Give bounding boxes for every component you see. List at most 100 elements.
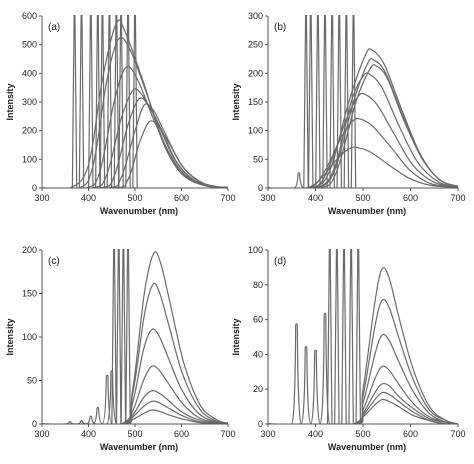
x-tick-label-d-500: 500	[355, 429, 370, 439]
series-d-7	[268, 398, 458, 424]
y-axis-label-d: Intensity	[231, 318, 241, 355]
panel-d: 0 20 40 60 80 100 300 400 500 600 700 Wavenumber (n…	[231, 245, 466, 452]
y-tick-label-d-40: 40	[253, 349, 263, 359]
series-a-7	[42, 120, 228, 188]
series-b-3	[268, 64, 458, 188]
y-tick-label-a-600: 600	[22, 11, 37, 21]
x-tick-label-d-300: 300	[260, 429, 275, 439]
series-c-7	[42, 409, 228, 424]
excitation-line-c-455	[111, 249, 117, 424]
x-tick-label-d-700: 700	[450, 429, 465, 439]
y-tick-label-b-100: 100	[248, 126, 263, 136]
x-tick-label-d-400: 400	[308, 429, 323, 439]
scatter-peak-c-385	[76, 419, 87, 424]
y-tick-label-b-300: 300	[248, 11, 263, 21]
plot-area-b	[268, 15, 458, 188]
panel-c: 0 50 100 150 200 300 400 500 600 700 Wavenumber (n…	[5, 245, 236, 452]
series-a-2	[42, 36, 228, 188]
x-axis-label-d: Wavenumber (nm)	[328, 442, 406, 452]
scatter-peak-c-450	[106, 370, 118, 424]
excitation-line-d-430	[326, 249, 333, 424]
excitation-line-c-485	[125, 249, 131, 424]
excitation-line-b-390	[307, 15, 314, 188]
y-tick-label-b-50: 50	[253, 154, 263, 164]
y-tick-label-b-250: 250	[248, 40, 263, 50]
x-axis-label-c: Wavenumber (nm)	[100, 442, 178, 452]
excitation-line-d-490	[355, 249, 362, 424]
x-tick-label-a-600: 600	[174, 193, 189, 203]
y-tick-label-a-500: 500	[22, 40, 37, 50]
y-tick-label-b-150: 150	[248, 97, 263, 107]
y-tick-label-b-200: 200	[248, 68, 263, 78]
plot-area-a	[42, 15, 228, 188]
excitation-line-b-450	[336, 15, 343, 188]
series-b-1	[268, 48, 458, 188]
y-axis-label-c: Intensity	[5, 318, 15, 355]
x-tick-label-a-700: 700	[220, 193, 235, 203]
panel-label-b: (b)	[274, 22, 286, 33]
excitation-line-a-370	[71, 15, 78, 188]
plot-area-c	[42, 249, 228, 424]
y-axis-label-b: Intensity	[231, 83, 241, 120]
y-tick-label-b-0: 0	[258, 183, 263, 193]
series-b-7	[268, 146, 458, 188]
series-a-4	[42, 88, 228, 188]
series-c-5	[42, 390, 228, 424]
excitation-line-b-405	[315, 15, 321, 188]
series-a-3	[42, 65, 228, 188]
scatter-peak-b-365	[293, 172, 305, 188]
x-tick-label-b-700: 700	[450, 193, 465, 203]
x-tick-label-c-300: 300	[34, 429, 49, 439]
series-a-1	[42, 19, 228, 188]
y-tick-label-a-200: 200	[22, 126, 37, 136]
excitation-line-a-470	[118, 15, 124, 188]
x-tick-label-c-500: 500	[127, 429, 142, 439]
scatter-peak-d-420	[319, 312, 331, 424]
series-a-6	[42, 103, 228, 188]
series-b-5	[268, 92, 458, 188]
x-axis-label-b: Wavenumber (nm)	[328, 206, 406, 216]
x-tick-label-c-600: 600	[174, 429, 189, 439]
scatter-peak-d-400	[309, 349, 322, 424]
x-tick-label-b-300: 300	[260, 193, 275, 203]
y-tick-label-c-100: 100	[22, 332, 37, 342]
excitation-line-d-475	[348, 249, 354, 424]
y-tick-label-c-50: 50	[27, 376, 37, 386]
x-tick-label-a-300: 300	[34, 193, 49, 203]
y-tick-label-a-100: 100	[22, 154, 37, 164]
excitation-line-c-475	[120, 249, 127, 424]
scatter-peak-c-420	[92, 406, 103, 424]
x-tick-label-d-600: 600	[403, 429, 418, 439]
y-tick-label-c-0: 0	[32, 419, 37, 429]
x-tick-label-c-400: 400	[81, 429, 96, 439]
y-tick-label-c-200: 200	[22, 245, 37, 255]
excitation-line-d-445	[334, 249, 340, 424]
x-axis-label-a: Wavenumber (nm)	[100, 206, 178, 216]
scatter-peak-d-380	[300, 345, 312, 424]
excitation-line-a-385	[78, 15, 85, 188]
excitation-line-b-420	[322, 15, 328, 188]
y-tick-label-d-60: 60	[253, 315, 263, 325]
x-tick-label-a-400: 400	[81, 193, 96, 203]
panel-b: 0 50 100 150 200 250 300 300 400 500 600 700 Wavenum…	[231, 11, 466, 216]
excitation-line-a-405	[88, 15, 94, 188]
x-tick-label-a-500: 500	[127, 193, 142, 203]
excitation-line-b-380	[303, 15, 309, 188]
x-tick-label-c-700: 700	[220, 429, 235, 439]
panel-label-a: (a)	[48, 22, 60, 33]
excitation-line-a-460	[113, 15, 120, 188]
x-tick-label-b-600: 600	[403, 193, 418, 203]
excitation-line-a-500	[132, 15, 138, 188]
y-tick-label-c-150: 150	[22, 289, 37, 299]
excitation-line-a-445	[106, 15, 113, 188]
excitation-line-b-465	[343, 15, 350, 188]
excitation-line-c-465	[115, 249, 122, 424]
excitation-line-d-460	[341, 249, 347, 424]
y-tick-label-d-100: 100	[248, 245, 263, 255]
plot-area-d	[268, 249, 458, 424]
panel-a: 0 100 200 300 400 500 600 300 400 500 600 700 Wavenu…	[5, 11, 236, 216]
panel-label-d: (d)	[274, 256, 286, 267]
y-tick-label-a-0: 0	[32, 183, 37, 193]
series-b-6	[268, 117, 458, 188]
